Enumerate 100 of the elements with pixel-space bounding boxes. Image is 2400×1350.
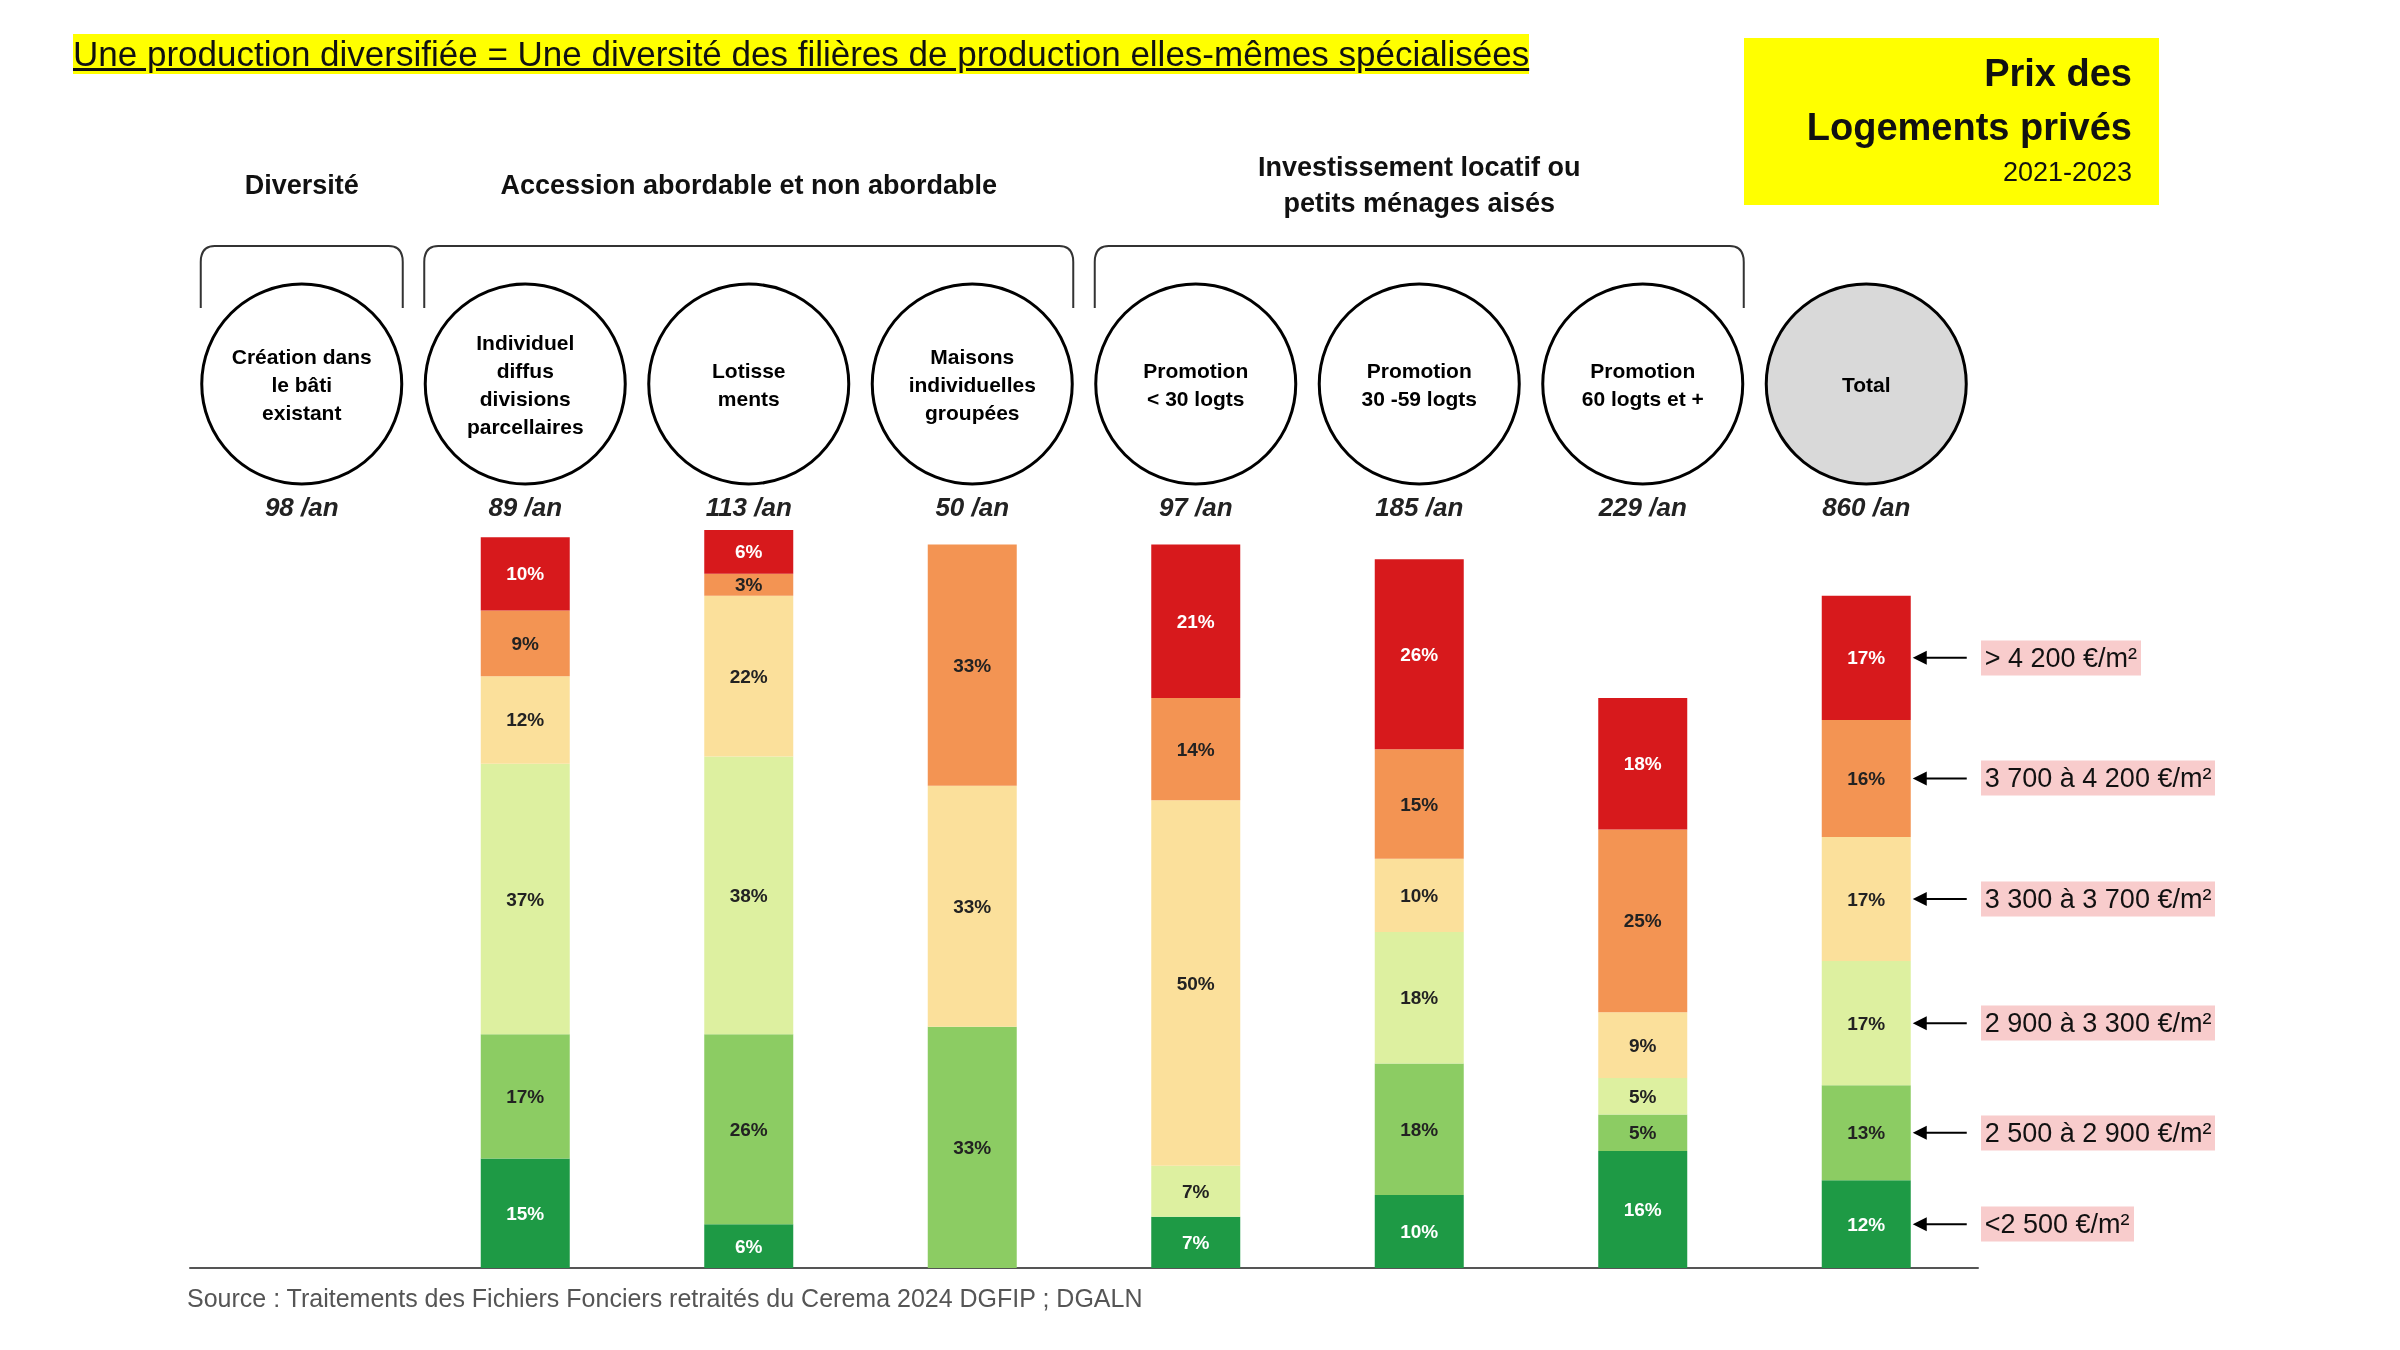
bar xyxy=(1374,1194,1464,1268)
bar xyxy=(1821,961,1911,1086)
text: 97 /an xyxy=(1157,492,1234,523)
data-label: 10% xyxy=(506,563,545,585)
bar xyxy=(480,763,570,1035)
x-tick-label: Création dans le bâti existant xyxy=(231,344,372,424)
text: <2 500 €/m² xyxy=(1980,1206,2134,1242)
bar xyxy=(480,676,570,764)
x-tick-label: Maisons individuelles groupées xyxy=(908,344,1036,424)
bar xyxy=(480,1034,570,1159)
bar xyxy=(1151,698,1241,801)
data-label: 3% xyxy=(735,574,763,596)
bar xyxy=(927,785,1017,1027)
bar xyxy=(1598,829,1688,1013)
bar xyxy=(1374,749,1464,859)
data-label: 26% xyxy=(729,1118,768,1140)
text: 2 500 à 2 900 €/m² xyxy=(1980,1115,2216,1151)
data-label: 33% xyxy=(953,895,992,917)
text: 98 /an xyxy=(263,492,340,523)
bar xyxy=(1598,1078,1688,1115)
bar xyxy=(1598,698,1688,830)
bar xyxy=(1598,1012,1688,1079)
text: Diversité xyxy=(244,170,359,200)
data-label: 17% xyxy=(1847,1012,1886,1034)
bar xyxy=(1374,559,1464,750)
bar xyxy=(480,610,570,677)
data-label: 5% xyxy=(1629,1085,1657,1107)
data-label: 7% xyxy=(1182,1180,1210,1202)
x-tick-label: Promotion < 30 logts xyxy=(1143,358,1249,410)
bar xyxy=(1821,595,1911,720)
data-label: 50% xyxy=(1176,972,1215,994)
text: 860 /an xyxy=(1821,492,1912,523)
bar xyxy=(1151,544,1241,699)
bar xyxy=(1374,858,1464,932)
data-label: 16% xyxy=(1847,767,1886,789)
text: 3 700 à 4 200 €/m² xyxy=(1980,760,2216,796)
text: 89 /an xyxy=(487,492,564,523)
data-label: 6% xyxy=(735,1235,763,1257)
data-label: 9% xyxy=(511,632,540,654)
text: 229 /an xyxy=(1597,492,1688,523)
data-label: 9% xyxy=(1629,1034,1657,1056)
bar xyxy=(1821,836,1911,962)
bar xyxy=(704,595,794,757)
text: > 4 200 €/m² xyxy=(1980,640,2142,676)
bar xyxy=(1598,1151,1688,1268)
bar xyxy=(704,530,794,574)
chart-title: Une production diversifiée = Une diversité des filières de production elles-mêmes spécialisées xyxy=(73,34,1530,74)
data-label: 7% xyxy=(1182,1231,1210,1253)
data-label: 22% xyxy=(729,665,768,687)
bar xyxy=(1151,1216,1241,1268)
text: 2021-2023 xyxy=(2001,156,2132,189)
data-label: 10% xyxy=(1400,1220,1439,1242)
data-label: 17% xyxy=(1847,647,1886,669)
bar xyxy=(1151,1165,1241,1217)
bar xyxy=(1374,931,1464,1064)
data-label: 13% xyxy=(1847,1122,1886,1144)
text: Investissement locatif ou petits ménages aisés xyxy=(1256,151,1582,220)
data-label: 18% xyxy=(1400,1118,1439,1140)
data-label: 10% xyxy=(1400,884,1439,906)
bar xyxy=(1151,800,1241,1166)
data-label: 12% xyxy=(1847,1213,1886,1235)
data-label: 17% xyxy=(506,1085,545,1107)
bar xyxy=(1821,1085,1911,1181)
text: Accession abordable et non abordable xyxy=(499,169,999,202)
chart-subtitle: Prix des Logements privés xyxy=(1805,51,2132,150)
data-label: 38% xyxy=(729,884,768,906)
data-label: 6% xyxy=(735,541,763,563)
x-tick-label: Promotion 30 -59 logts xyxy=(1361,358,1478,410)
data-label: 5% xyxy=(1629,1122,1657,1144)
data-label: 21% xyxy=(1176,610,1215,632)
bar xyxy=(927,1026,1017,1268)
text: 50 /an xyxy=(934,492,1011,523)
bar xyxy=(1821,1180,1911,1268)
text: 3 300 à 3 700 €/m² xyxy=(1980,881,2216,917)
bar xyxy=(704,1034,794,1225)
source-note: Source : Traitements des Fichiers Fonciers retraités du Cerema 2024 DGFIP ; DGALN xyxy=(187,1284,1143,1313)
text: 113 /an xyxy=(704,492,793,523)
data-label: 16% xyxy=(1623,1199,1662,1221)
bar xyxy=(1374,1063,1464,1195)
data-label: 25% xyxy=(1623,910,1662,932)
data-label: 14% xyxy=(1176,738,1215,760)
data-label: 17% xyxy=(1847,888,1886,910)
bar xyxy=(480,1158,570,1268)
text: 2 900 à 3 300 €/m² xyxy=(1980,1005,2216,1041)
bar xyxy=(927,544,1017,786)
x-tick-label: Lotisse ments xyxy=(711,358,786,410)
data-label: 12% xyxy=(506,709,545,731)
data-label: 15% xyxy=(506,1202,545,1224)
x-tick-label: Individuel diffus divisions parcellaires xyxy=(466,330,584,438)
text: 185 /an xyxy=(1374,492,1465,523)
data-label: 26% xyxy=(1400,643,1439,665)
x-tick-label: Promotion 60 logts et + xyxy=(1581,358,1704,410)
data-label: 37% xyxy=(506,888,545,910)
data-label: 15% xyxy=(1400,793,1439,815)
bar xyxy=(704,1224,794,1268)
data-label: 18% xyxy=(1400,987,1439,1009)
bar xyxy=(1821,719,1911,837)
data-label: 18% xyxy=(1623,753,1662,775)
bar xyxy=(704,756,794,1035)
x-tick-label: Total xyxy=(1841,372,1891,396)
